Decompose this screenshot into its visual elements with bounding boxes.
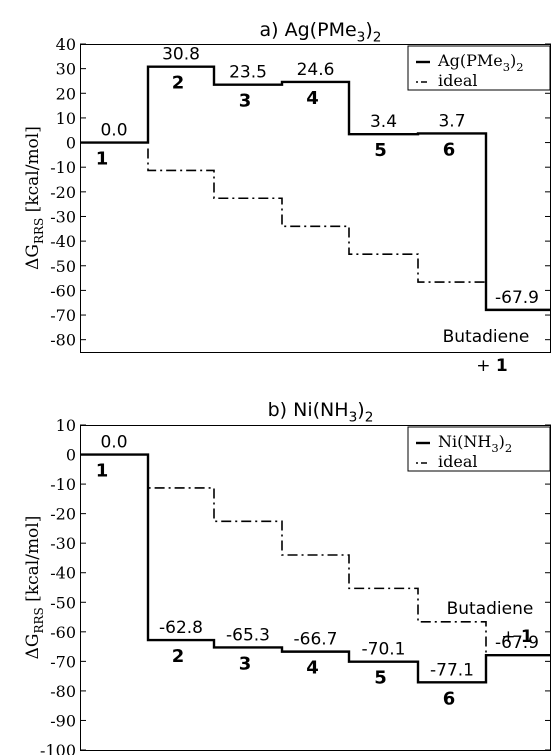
y-tick-label: -70 <box>50 306 76 325</box>
value-label: 0.0 <box>100 433 127 453</box>
value-label: -70.1 <box>362 640 406 660</box>
y-tick-label: -70 <box>50 652 76 671</box>
y-tick-label: -80 <box>50 682 76 701</box>
value-label: 30.8 <box>162 45 200 65</box>
product-plus-label: + 1 <box>501 627 533 647</box>
ideal-series-line <box>147 454 487 656</box>
y-tick-label: 30 <box>56 60 76 79</box>
chart-title: b) Ni(NH3)2 <box>268 399 374 426</box>
value-label: -77.1 <box>430 660 474 680</box>
species-label: 1 <box>96 149 109 170</box>
legend-entry-main: Ni(NH3)2 <box>438 432 512 455</box>
species-label: 4 <box>306 88 319 109</box>
value-label: -66.7 <box>294 630 338 650</box>
legend-entry-ideal: ideal <box>438 452 477 471</box>
chart-panel-a: a) Ag(PMe3)2 40 30 20 10 0 -10 -20 -30 -40 -50 -60 -… <box>23 19 551 376</box>
y-tick-label: 40 <box>56 35 76 54</box>
y-tick-label: 10 <box>56 416 76 435</box>
chart-panel-b: b) Ni(NH3)2 10 0 -10 -20 -30 -40 -50 -60 -70 -80 -9… <box>23 399 551 755</box>
y-tick-label: 10 <box>56 109 76 128</box>
species-label: 6 <box>443 688 456 709</box>
value-label: 3.7 <box>438 111 465 131</box>
species-label: 1 <box>96 461 109 482</box>
y-tick-label: -60 <box>50 623 76 642</box>
y-axis-label: ΔGRRS [kcal/mol] <box>23 516 46 660</box>
y-tick-label: -90 <box>50 711 76 730</box>
y-tick-label: -100 <box>40 741 76 755</box>
plot-frame <box>80 425 551 751</box>
ideal-series-line <box>147 148 487 310</box>
species-label: 4 <box>306 658 319 679</box>
product-plus-label: + 1 <box>476 356 508 376</box>
species-label: 5 <box>374 668 387 689</box>
value-label: -67.9 <box>495 288 539 308</box>
product-label: Butadiene <box>447 599 534 619</box>
value-label: -62.8 <box>159 618 203 638</box>
y-tick-label: 0 <box>66 446 76 465</box>
value-label: 3.4 <box>370 112 397 132</box>
value-label: -67.9 <box>495 633 539 653</box>
species-label: 2 <box>172 646 185 667</box>
product-label: Butadiene <box>443 327 530 347</box>
y-tick-label: -10 <box>50 475 76 494</box>
y-tick-label: -50 <box>50 593 76 612</box>
y-tick-label: -40 <box>50 564 76 583</box>
species-label: 3 <box>239 91 252 112</box>
y-tick-label: 20 <box>56 84 76 103</box>
y-tick-label: -30 <box>50 207 76 226</box>
y-tick-label: -80 <box>50 331 76 350</box>
main-series-line <box>80 65 551 312</box>
y-tick-label: -30 <box>50 534 76 553</box>
y-axis-label: ΔGRRS [kcal/mol] <box>23 126 46 270</box>
species-label: 6 <box>443 139 456 160</box>
value-label: 23.5 <box>229 63 267 83</box>
chart-title: a) Ag(PMe3)2 <box>259 19 381 46</box>
legend-entry-ideal: ideal <box>438 71 477 90</box>
value-label: 0.0 <box>100 121 127 141</box>
y-tick-label: -10 <box>50 158 76 177</box>
value-label: 24.6 <box>297 60 335 80</box>
y-tick-label: -60 <box>50 281 76 300</box>
y-tick-label: -20 <box>50 505 76 524</box>
species-label: 2 <box>172 73 185 94</box>
value-label: -65.3 <box>226 625 270 645</box>
y-tick-label: -40 <box>50 232 76 251</box>
legend-box <box>407 426 551 472</box>
species-label: 3 <box>239 653 252 674</box>
main-series-line <box>80 453 551 684</box>
y-tick-label: -20 <box>50 183 76 202</box>
legend-box <box>407 45 551 91</box>
species-label: 5 <box>374 140 387 161</box>
y-tick-label: 0 <box>66 134 76 153</box>
y-tick-label: -50 <box>50 257 76 276</box>
legend-entry-main: Ag(PMe3)2 <box>437 51 524 74</box>
